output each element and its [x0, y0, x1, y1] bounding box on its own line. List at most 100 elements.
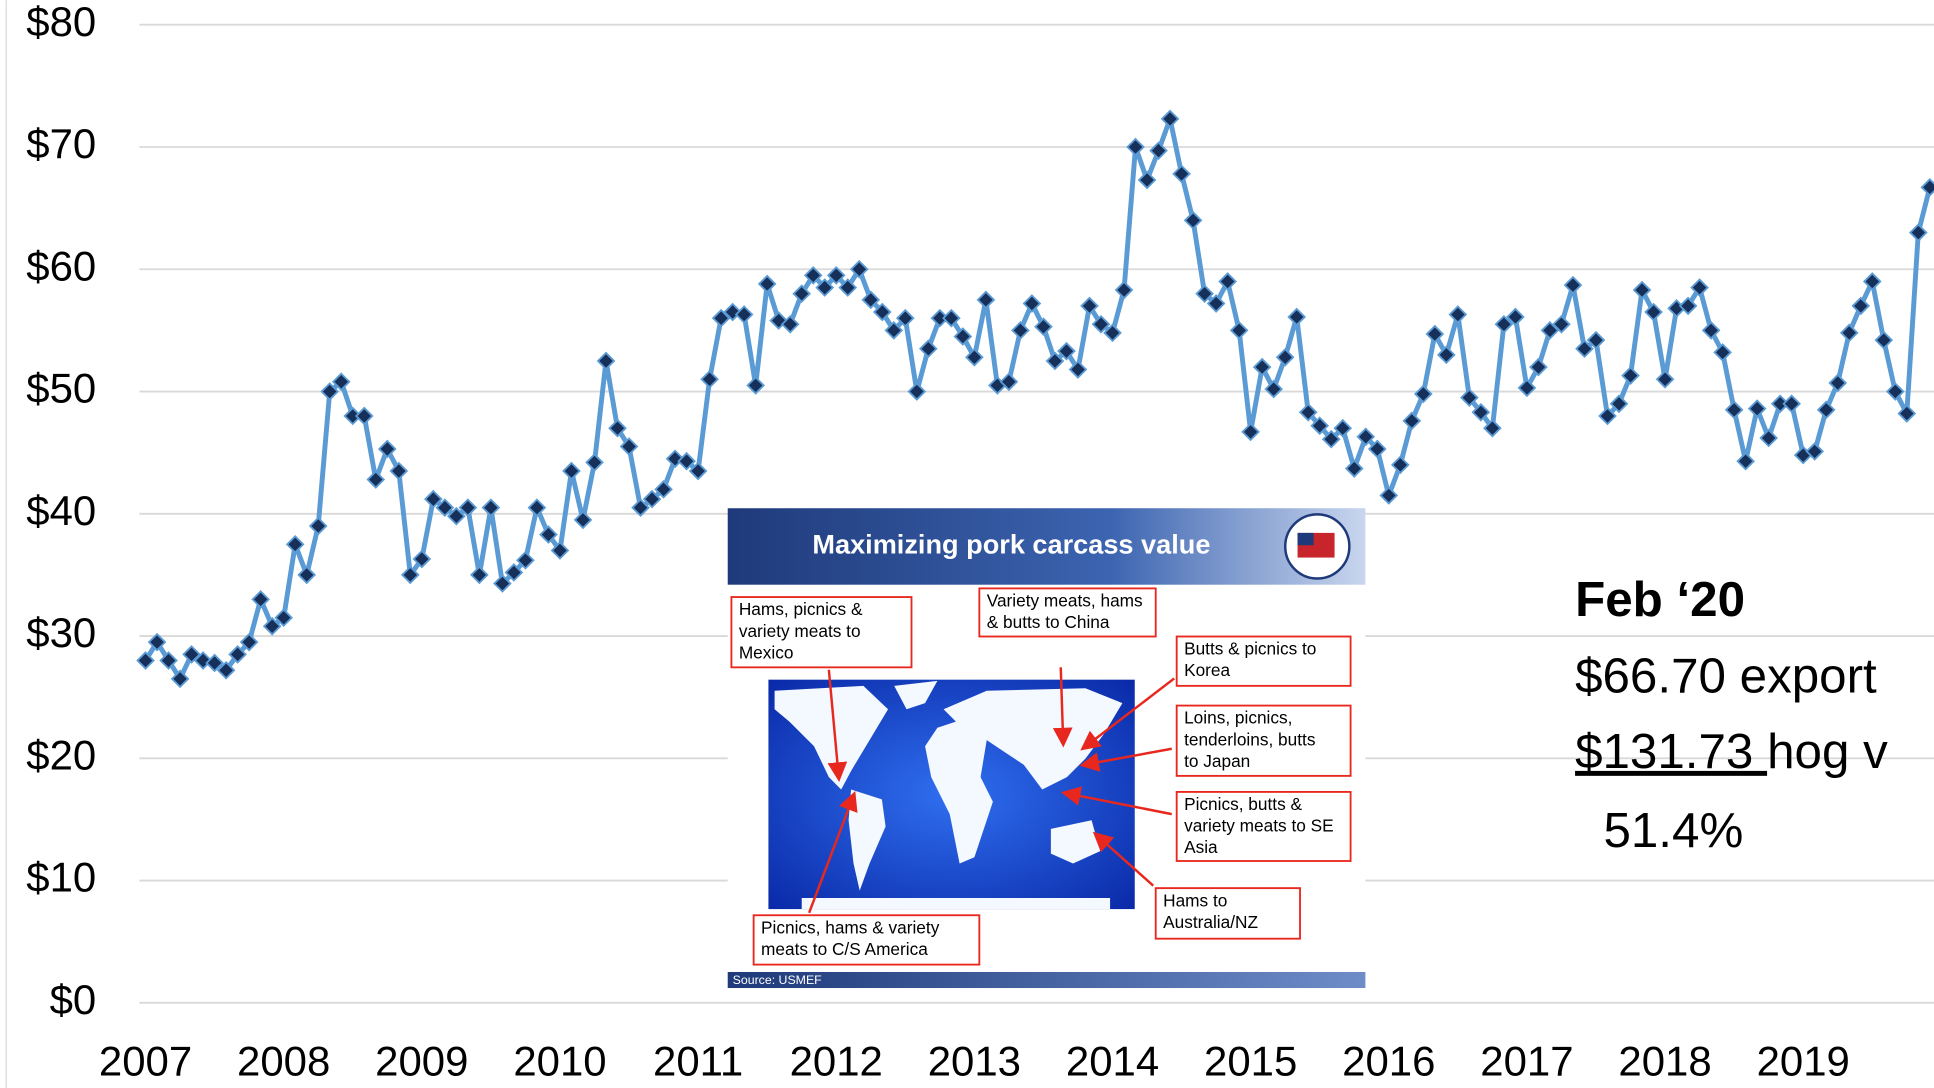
callout-text: Australia/NZ [1163, 912, 1258, 932]
inset-title-bar [727, 508, 1366, 585]
x-tick-label: 2015 [1204, 1038, 1297, 1085]
callout-box [1175, 635, 1352, 687]
marker [1080, 296, 1099, 316]
marker [1126, 137, 1145, 157]
marker [711, 308, 731, 328]
marker [550, 541, 570, 560]
inset-title: Maximizing pork carcass value [812, 529, 1210, 560]
marker [1862, 272, 1882, 291]
marker [1529, 357, 1548, 377]
marker [159, 651, 178, 670]
marker [1517, 378, 1537, 398]
marker [596, 351, 616, 371]
marker [1264, 379, 1283, 399]
callout-text: Korea [1184, 660, 1230, 680]
marker [1241, 422, 1260, 442]
marker [400, 565, 420, 585]
marker [1874, 330, 1894, 350]
marker [688, 461, 708, 481]
plot: $0 $10 $20 $30 $40 $50 $60 $70 $80 2007 2008 2009 20… [26, 0, 1934, 1085]
marker [331, 372, 351, 392]
marker [285, 535, 305, 554]
annotation: Feb ‘20 $66.70 export $131.73 hog v 51.4… [1575, 572, 1888, 858]
marker [481, 498, 501, 517]
marker [803, 266, 823, 285]
y-tick-label: $10 [26, 854, 96, 901]
marker [136, 651, 155, 670]
marker [274, 608, 294, 628]
callout-text: Variety meats, hams [987, 591, 1143, 611]
callout-text: meats to C/S America [761, 939, 928, 959]
annotation-line: $66.70 export [1575, 649, 1877, 704]
marker [1506, 307, 1525, 327]
x-tick-label: 2009 [375, 1038, 468, 1085]
callout-arrow [1092, 831, 1155, 887]
callout-box [730, 596, 913, 669]
callout-arrow [807, 791, 858, 914]
y-tick-label: $50 [26, 365, 96, 412]
callout-arrow [1080, 677, 1175, 751]
annotation-line: $131.73 hog v [1575, 724, 1888, 779]
x-tick-label: 2011 [653, 1038, 743, 1085]
callout-arrow [1079, 747, 1172, 772]
marker [1713, 343, 1732, 362]
marker [1298, 402, 1318, 422]
marker [838, 278, 858, 297]
marker [1034, 317, 1053, 337]
marker [1851, 296, 1871, 316]
marker [792, 284, 812, 304]
marker [1575, 339, 1594, 359]
marker [1471, 402, 1491, 422]
marker [734, 305, 754, 324]
callout-box [1175, 790, 1352, 862]
marker [493, 574, 512, 593]
marker [895, 308, 915, 328]
marker [1321, 429, 1341, 449]
marker [562, 461, 581, 481]
marker [1172, 164, 1191, 184]
marker [458, 498, 478, 517]
marker [700, 369, 719, 389]
y-tick-label: $60 [26, 242, 96, 289]
marker [780, 314, 800, 334]
source-bar [727, 971, 1366, 989]
x-tick-label: 2010 [513, 1038, 606, 1085]
marker [504, 563, 524, 582]
marker [1310, 416, 1330, 436]
marker [366, 470, 386, 489]
callout-text: Hams to [1163, 890, 1227, 910]
y-tick-label: $80 [26, 0, 96, 45]
marker [1229, 321, 1249, 340]
marker [1828, 373, 1848, 393]
marker [1920, 178, 1934, 197]
marker [1908, 223, 1928, 242]
y-tick-label: $70 [26, 120, 96, 167]
callout-text: Picnics, butts & [1184, 794, 1302, 814]
marker [861, 290, 881, 310]
marker [527, 498, 547, 517]
x-tick-label: 2016 [1342, 1038, 1435, 1085]
north-america [774, 685, 889, 790]
marker [1160, 109, 1180, 129]
marker [1103, 323, 1122, 343]
marker [1805, 442, 1825, 461]
callout-text: & butts to China [987, 612, 1110, 632]
callout-text: Asia [1184, 837, 1218, 857]
marker [746, 376, 765, 395]
marker [1609, 394, 1629, 414]
africa [925, 715, 993, 864]
marker [170, 669, 190, 689]
marker [1356, 427, 1376, 447]
marker [1275, 347, 1295, 367]
marker [1644, 302, 1663, 322]
marker [1483, 418, 1502, 438]
marker [1206, 294, 1226, 313]
marker [1621, 366, 1640, 385]
marker [1759, 428, 1778, 448]
marker [1598, 406, 1617, 426]
marker [262, 616, 282, 636]
callout-box [1154, 887, 1301, 940]
marker [1344, 459, 1364, 478]
marker [999, 372, 1019, 392]
x-tick-label: 2014 [1066, 1038, 1159, 1085]
